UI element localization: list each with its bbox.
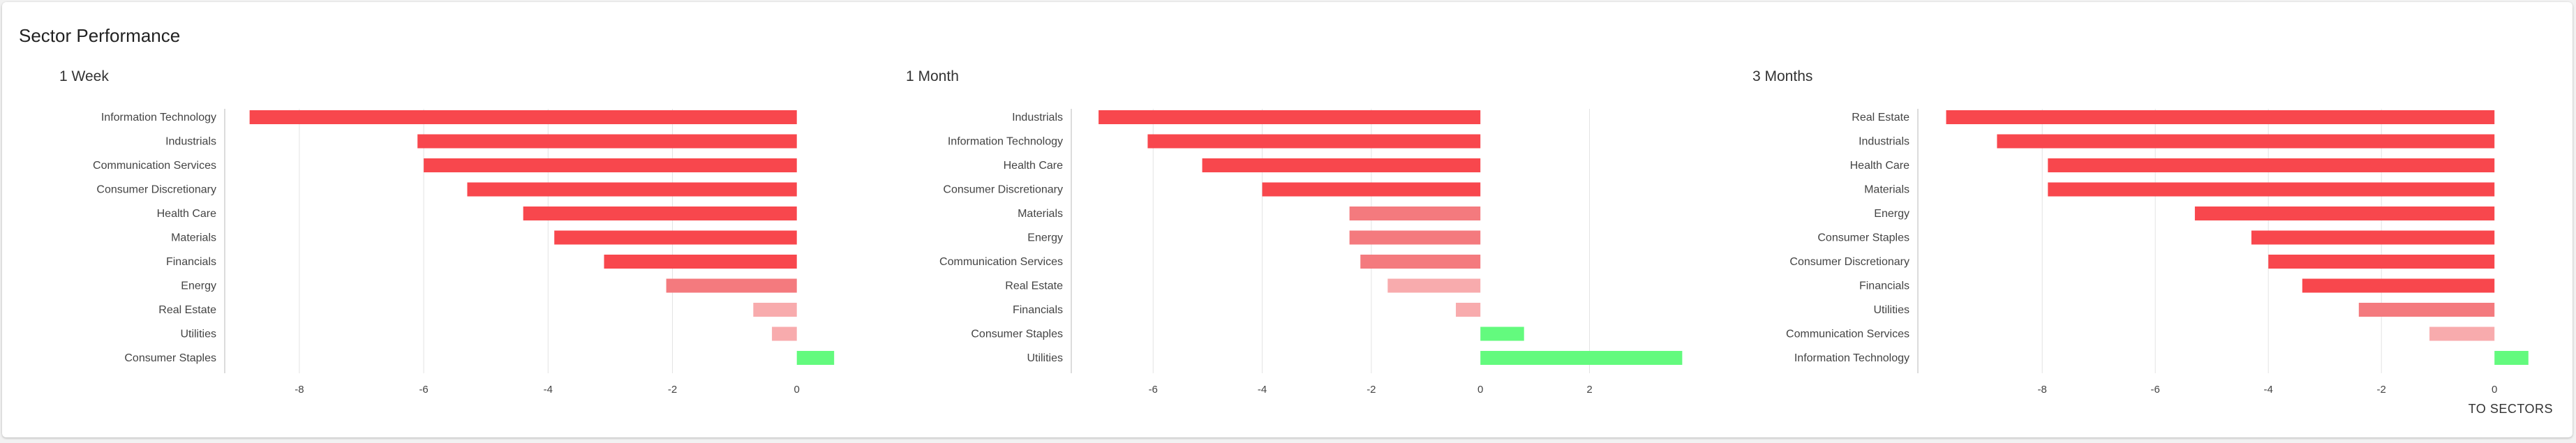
category-label: Energy	[1874, 208, 1909, 220]
bar-consumer-staples	[1480, 326, 1524, 341]
bar-health-care	[2048, 158, 2495, 172]
bar-industrials	[417, 134, 797, 149]
x-tick-label: -2	[2377, 384, 2386, 396]
chart-panel-3-months: 3 Months Real Estate Industrials Health Ca…	[1752, 68, 2576, 403]
bar-communication-services	[2429, 326, 2495, 341]
chart-title-3-months: 3 Months	[1752, 68, 1813, 84]
category-label: Consumer Discretionary	[96, 184, 216, 196]
category-label: Energy	[1027, 232, 1063, 244]
category-label: Consumer Staples	[971, 329, 1063, 340]
bar-communication-services	[1360, 255, 1481, 269]
x-tick-label: -6	[1149, 384, 1158, 396]
bar-communication-services	[424, 158, 797, 172]
bar-utilities	[772, 326, 797, 341]
chart-panel-1-month: 1 Month Industrials Information Technolog…	[906, 68, 1750, 403]
x-tick-label: -2	[1367, 384, 1376, 396]
bar-real-estate	[1946, 110, 2495, 124]
to-sectors-link[interactable]: TO SECTORS	[2468, 402, 2553, 416]
bar-financials	[1456, 303, 1481, 317]
category-label: Health Care	[1850, 160, 1909, 172]
bar-industrials	[1099, 110, 1481, 124]
x-tick-label: -8	[2038, 384, 2047, 396]
category-label: Materials	[171, 232, 216, 244]
bar-consumer-discretionary	[2268, 255, 2495, 269]
x-tick-label: -6	[419, 384, 428, 396]
x-tick-label: 0	[2492, 384, 2497, 396]
bar-financials	[604, 255, 797, 269]
bar-materials	[2048, 182, 2495, 197]
category-label: Communication Services	[1786, 329, 1909, 340]
bar-utilities	[2358, 303, 2495, 317]
bar-utilities	[1480, 351, 1683, 365]
x-tick-label: -8	[295, 384, 304, 396]
x-tick-label: -4	[1258, 384, 1267, 396]
category-label: Information Technology	[948, 136, 1063, 148]
category-label: Real Estate	[158, 304, 216, 316]
category-label: Consumer Staples	[1817, 232, 1909, 244]
category-label: Health Care	[157, 208, 216, 220]
category-label: Communication Services	[93, 160, 216, 172]
x-tick-label: -2	[668, 384, 677, 396]
category-label: Information Technology	[101, 112, 216, 123]
bar-materials	[1349, 207, 1481, 220]
x-tick-label: 2	[1586, 384, 1592, 396]
bar-energy	[1349, 230, 1481, 245]
card-title: Sector Performance	[19, 25, 181, 46]
bar-energy	[2194, 207, 2495, 220]
chart-3-months: Real Estate Industrials Health Care Materia…	[1786, 109, 2529, 396]
category-label: Information Technology	[1794, 352, 1909, 364]
category-label: Consumer Discretionary	[1789, 256, 1909, 268]
category-label: Industrials	[165, 136, 216, 148]
category-label: Industrials	[1012, 112, 1063, 123]
category-label: Materials	[1018, 208, 1063, 220]
category-label: Materials	[1864, 184, 1909, 196]
category-label: Financials	[166, 256, 216, 268]
chart-1-month: Industrials Information Technology Health …	[939, 109, 1683, 396]
category-label: Communication Services	[939, 256, 1063, 268]
chart-panel-1-week: 1 Week Information Technology Industrials…	[59, 68, 904, 403]
category-label: Industrials	[1859, 136, 1909, 148]
chart-title-1-week: 1 Week	[59, 68, 109, 84]
category-label: Utilities	[1027, 352, 1063, 364]
x-tick-label: 0	[1477, 384, 1483, 396]
bar-health-care	[523, 207, 797, 220]
category-label: Consumer Staples	[124, 352, 216, 364]
category-label: Financials	[1013, 304, 1063, 316]
x-tick-label: -4	[544, 384, 553, 396]
bar-consumer-staples	[2251, 230, 2495, 245]
bar-financials	[2302, 278, 2495, 293]
bar-real-estate	[1387, 278, 1481, 293]
category-label: Health Care	[1004, 160, 1063, 172]
category-label: Energy	[181, 280, 216, 292]
x-tick-label: -6	[2151, 384, 2160, 396]
bar-industrials	[1997, 134, 2495, 149]
x-tick-label: 0	[794, 384, 800, 396]
bar-energy	[666, 278, 797, 293]
x-tick-label: -4	[2264, 384, 2273, 396]
category-label: Real Estate	[1852, 112, 1909, 123]
category-label: Utilities	[1873, 304, 1909, 316]
bar-information-technology	[249, 110, 797, 124]
bar-information-technology	[1147, 134, 1481, 149]
bar-materials	[554, 230, 797, 245]
category-label: Real Estate	[1005, 280, 1063, 292]
bar-real-estate	[753, 303, 797, 317]
bar-consumer-discretionary	[1262, 182, 1481, 197]
category-label: Consumer Discretionary	[943, 184, 1063, 196]
category-label: Financials	[1859, 280, 1909, 292]
chart-title-1-month: 1 Month	[906, 68, 959, 84]
chart-1-week: Information Technology Industrials Communi…	[93, 109, 835, 396]
bar-information-technology	[2494, 351, 2529, 365]
bar-health-care	[1202, 158, 1481, 172]
category-label: Utilities	[180, 329, 216, 340]
bar-consumer-staples	[796, 351, 835, 365]
bar-consumer-discretionary	[467, 182, 797, 197]
